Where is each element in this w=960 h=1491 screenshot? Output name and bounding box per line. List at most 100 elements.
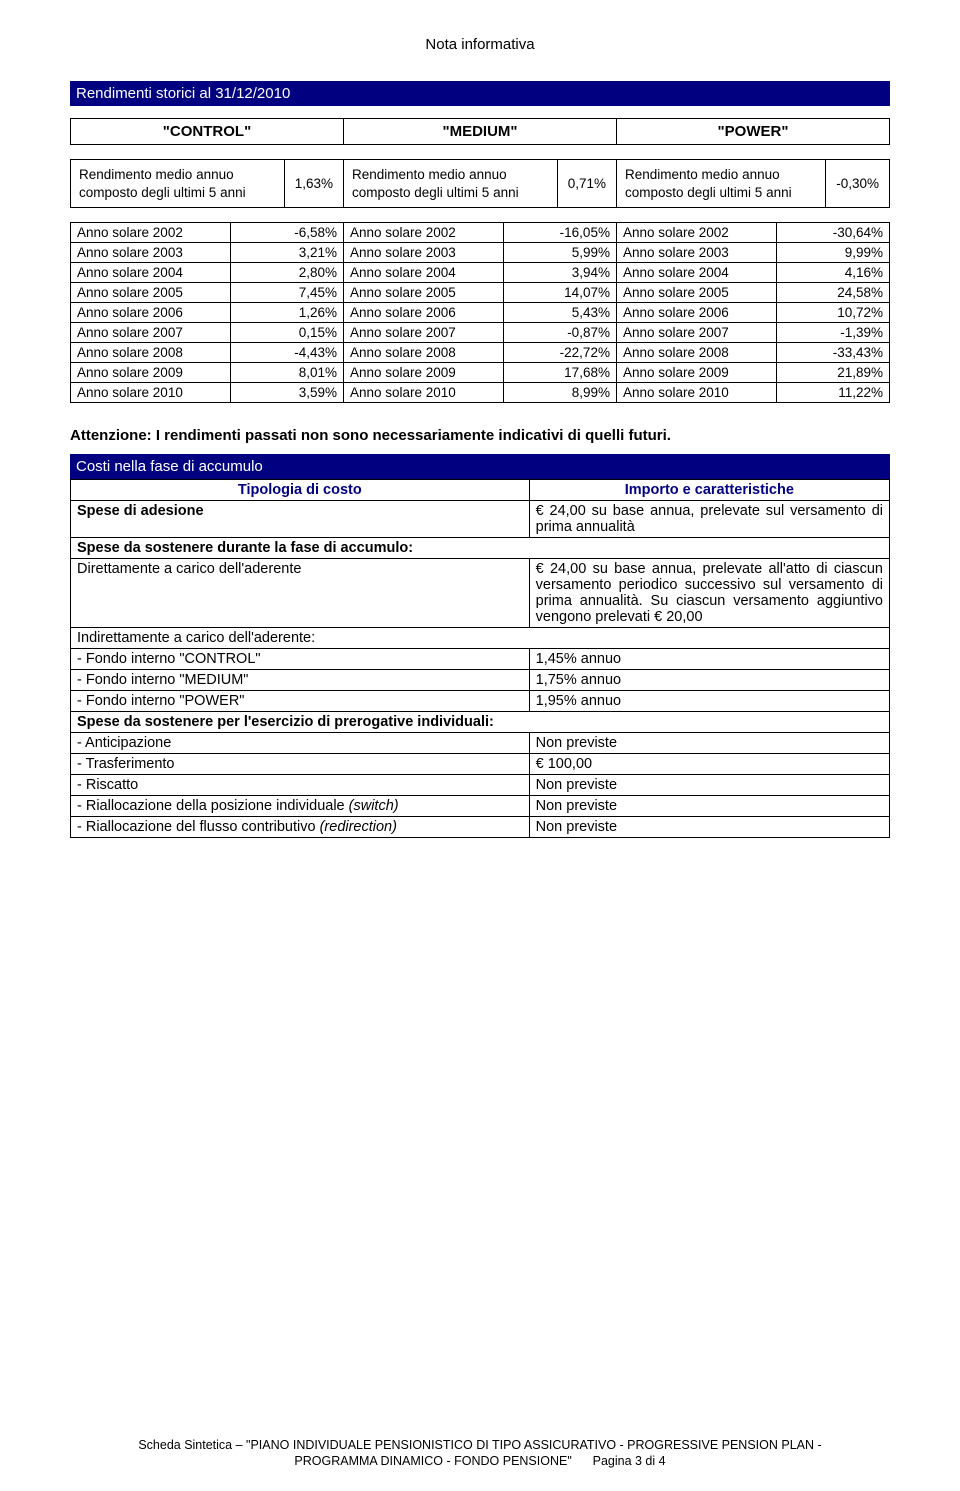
table-row: Anno solare 20103,59%Anno solare 20108,9…	[71, 383, 890, 403]
rendimento-label: Rendimento medio annuo composto degli ul…	[617, 160, 825, 207]
costi-label: - Fondo interno "CONTROL"	[71, 649, 530, 670]
costi-value: € 24,00 su base annua, prelevate all'att…	[529, 559, 889, 628]
anno-value: -6,58%	[230, 223, 343, 243]
costi-value: 1,95% annuo	[529, 691, 889, 712]
anno-label: Anno solare 2008	[343, 343, 503, 363]
anno-value: 17,68%	[503, 363, 616, 383]
anno-solare-table: Anno solare 2002-6,58%Anno solare 2002-1…	[70, 222, 890, 403]
costi-value: Non previste	[529, 817, 889, 838]
anno-value: 24,58%	[776, 283, 889, 303]
anno-label: Anno solare 2006	[71, 303, 231, 323]
rendimento-label: Rendimento medio annuo composto degli ul…	[344, 160, 557, 207]
table-row: Anno solare 20061,26%Anno solare 20065,4…	[71, 303, 890, 323]
anno-value: -22,72%	[503, 343, 616, 363]
anno-label: Anno solare 2004	[71, 263, 231, 283]
anno-label: Anno solare 2010	[343, 383, 503, 403]
anno-value: 8,01%	[230, 363, 343, 383]
anno-label: Anno solare 2003	[343, 243, 503, 263]
anno-label: Anno solare 2002	[343, 223, 503, 243]
anno-label: Anno solare 2007	[71, 323, 231, 343]
anno-label: Anno solare 2009	[343, 363, 503, 383]
table-row: - Fondo interno "CONTROL"1,45% annuo	[71, 649, 890, 670]
compartment-control: "CONTROL"	[70, 118, 344, 145]
anno-label: Anno solare 2004	[343, 263, 503, 283]
table-row: Anno solare 20057,45%Anno solare 200514,…	[71, 283, 890, 303]
anno-value: 14,07%	[503, 283, 616, 303]
anno-value: 1,26%	[230, 303, 343, 323]
anno-value: 8,99%	[503, 383, 616, 403]
anno-label: Anno solare 2010	[71, 383, 231, 403]
costi-th-importo: Importo e caratteristiche	[529, 480, 889, 501]
anno-value: -0,87%	[503, 323, 616, 343]
anno-value: 2,80%	[230, 263, 343, 283]
table-row: Anno solare 20070,15%Anno solare 2007-0,…	[71, 323, 890, 343]
anno-value: 3,59%	[230, 383, 343, 403]
anno-value: 7,45%	[230, 283, 343, 303]
costi-value: 1,75% annuo	[529, 670, 889, 691]
anno-value: -16,05%	[503, 223, 616, 243]
costi-label: - Fondo interno "POWER"	[71, 691, 530, 712]
anno-label: Anno solare 2010	[616, 383, 776, 403]
table-row: Anno solare 20033,21%Anno solare 20035,9…	[71, 243, 890, 263]
anno-value: 5,99%	[503, 243, 616, 263]
anno-label: Anno solare 2008	[71, 343, 231, 363]
costi-value: 1,45% annuo	[529, 649, 889, 670]
costi-label: Direttamente a carico dell'aderente	[71, 559, 530, 628]
table-row: Spese da sostenere per l'esercizio di pr…	[71, 712, 890, 733]
anno-label: Anno solare 2007	[343, 323, 503, 343]
page-header: Nota informativa	[70, 36, 890, 53]
costi-th-tipologia: Tipologia di costo	[71, 480, 530, 501]
table-row: Anno solare 20098,01%Anno solare 200917,…	[71, 363, 890, 383]
anno-value: 0,15%	[230, 323, 343, 343]
costi-label: - Riscatto	[71, 775, 530, 796]
table-row: - Fondo interno "MEDIUM"1,75% annuo	[71, 670, 890, 691]
costi-label: - Fondo interno "MEDIUM"	[71, 670, 530, 691]
anno-label: Anno solare 2003	[616, 243, 776, 263]
rendimento-value-medium: 0,71%	[557, 160, 616, 207]
anno-label: Anno solare 2009	[616, 363, 776, 383]
anno-label: Anno solare 2005	[343, 283, 503, 303]
anno-value: 10,72%	[776, 303, 889, 323]
compartment-header-row: "CONTROL" "MEDIUM" "POWER"	[70, 118, 890, 145]
table-row: Indirettamente a carico dell'aderente:	[71, 628, 890, 649]
table-row: - Fondo interno "POWER"1,95% annuo	[71, 691, 890, 712]
section-title-costi: Costi nella fase di accumulo	[70, 454, 890, 479]
anno-label: Anno solare 2003	[71, 243, 231, 263]
page-footer: Scheda Sintetica – "PIANO INDIVIDUALE PE…	[70, 1437, 890, 1470]
anno-label: Anno solare 2009	[71, 363, 231, 383]
anno-label: Anno solare 2006	[616, 303, 776, 323]
anno-value: -30,64%	[776, 223, 889, 243]
anno-value: -1,39%	[776, 323, 889, 343]
costi-label: - Riallocazione del flusso contributivo …	[71, 817, 530, 838]
costi-value: € 100,00	[529, 754, 889, 775]
costi-label: - Anticipazione	[71, 733, 530, 754]
anno-label: Anno solare 2006	[343, 303, 503, 323]
footer-line2: PROGRAMMA DINAMICO - FONDO PENSIONE"	[294, 1454, 571, 1468]
rendimento-label: Rendimento medio annuo composto degli ul…	[71, 160, 284, 207]
costi-value: Non previste	[529, 775, 889, 796]
attenzione-text: Attenzione: I rendimenti passati non son…	[70, 427, 890, 444]
anno-value: -33,43%	[776, 343, 889, 363]
anno-value: 21,89%	[776, 363, 889, 383]
table-row: - Riallocazione della posizione individu…	[71, 796, 890, 817]
anno-value: 4,16%	[776, 263, 889, 283]
costi-value: Non previste	[529, 796, 889, 817]
costi-label: Indirettamente a carico dell'aderente:	[71, 628, 890, 649]
anno-value: 9,99%	[776, 243, 889, 263]
costi-value: Non previste	[529, 733, 889, 754]
section-title-rendimenti: Rendimenti storici al 31/12/2010	[70, 81, 890, 106]
anno-label: Anno solare 2002	[71, 223, 231, 243]
anno-value: 3,21%	[230, 243, 343, 263]
rendimento-value-control: 1,63%	[284, 160, 343, 207]
footer-line1: Scheda Sintetica – "PIANO INDIVIDUALE PE…	[138, 1438, 821, 1452]
table-row: - RiscattoNon previste	[71, 775, 890, 796]
anno-value: 3,94%	[503, 263, 616, 283]
anno-label: Anno solare 2004	[616, 263, 776, 283]
table-row: Spese di adesione€ 24,00 su base annua, …	[71, 501, 890, 538]
anno-label: Anno solare 2002	[616, 223, 776, 243]
table-row: - Trasferimento€ 100,00	[71, 754, 890, 775]
anno-value: -4,43%	[230, 343, 343, 363]
costi-label: Spese di adesione	[71, 501, 530, 538]
compartment-medium: "MEDIUM"	[344, 118, 617, 145]
anno-value: 11,22%	[776, 383, 889, 403]
